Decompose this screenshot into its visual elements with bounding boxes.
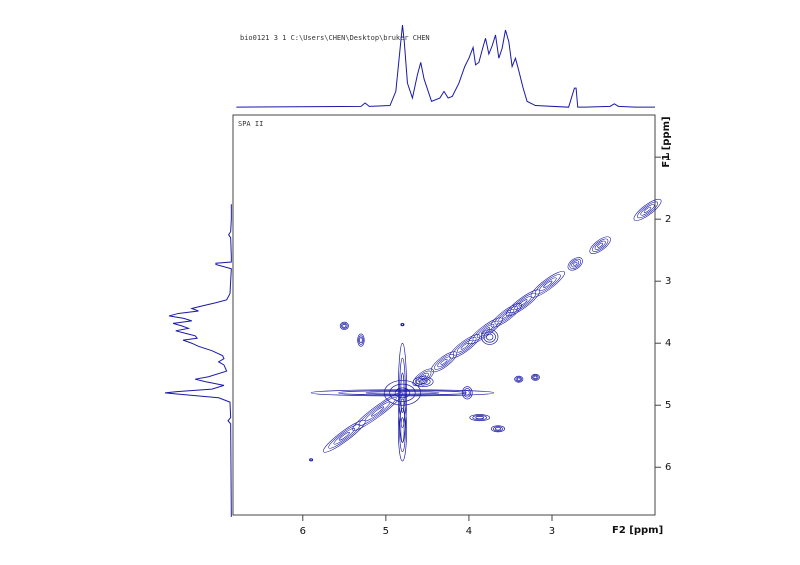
- x-tick-label: 3: [549, 526, 555, 537]
- y-tick-label: 2: [665, 214, 671, 225]
- contour-peak: [514, 375, 524, 383]
- contour-peak: [461, 386, 473, 400]
- diagonal-peak: [412, 368, 434, 387]
- x-axis-label: F2 [ppm]: [612, 525, 663, 536]
- diagonal-peak: [514, 296, 532, 310]
- contour-peak: [310, 389, 495, 397]
- diagonal-peak: [505, 289, 541, 317]
- contour-peak: [463, 388, 472, 398]
- diagonal-peak: [502, 312, 511, 319]
- diagonal-peak: [449, 334, 481, 359]
- diagonal-peak: [460, 343, 469, 350]
- contour-peak: [341, 322, 348, 329]
- diagonal-peak: [589, 236, 611, 254]
- diagonal-peak: [640, 204, 655, 216]
- diagonal-peak: [594, 240, 606, 250]
- diagonal-peak: [567, 257, 583, 271]
- contour-peak: [464, 389, 470, 396]
- diagonal-peak: [481, 327, 491, 335]
- contour-peak: [309, 458, 313, 462]
- y-tick-label: 3: [665, 276, 671, 287]
- contour-peak: [357, 333, 365, 347]
- diagonal-peak: [637, 201, 659, 219]
- contour-peak: [516, 377, 521, 381]
- diagonal-peak: [434, 353, 454, 370]
- diagonal-peak: [498, 309, 515, 322]
- contour-peak: [491, 425, 505, 433]
- diagonal-peak: [571, 260, 580, 268]
- contour-peak: [483, 331, 496, 343]
- contour-peak: [389, 383, 416, 402]
- diagonal-peak: [415, 370, 432, 384]
- diagonal-peak: [370, 406, 385, 417]
- contour-peak: [400, 372, 405, 414]
- diagonal-peak: [456, 340, 473, 353]
- diagonal-peak: [338, 431, 350, 441]
- contour-peak: [342, 324, 347, 328]
- contour-peak: [530, 373, 540, 381]
- contour-peak: [358, 335, 364, 345]
- contour-peak: [515, 376, 523, 382]
- diagonal-peak: [333, 427, 356, 445]
- diagonal-peak: [358, 396, 397, 427]
- diagonal-peak: [440, 358, 448, 365]
- diagonal-peak: [597, 242, 604, 248]
- contour-peak: [494, 427, 502, 431]
- diagonal-peak: [476, 323, 495, 338]
- diagonal-peak: [573, 261, 578, 266]
- plot-frame: [232, 114, 656, 516]
- diagonal-peak: [518, 299, 528, 307]
- contour-peak: [472, 415, 488, 421]
- contour-peak: [415, 377, 431, 386]
- x-tick-label: 6: [300, 526, 306, 537]
- file-header: bio0121 3 1 C:\Users\CHEN\Desktop\bruker…: [240, 34, 430, 42]
- f1-projection: [164, 204, 232, 517]
- diagonal-peak: [417, 372, 429, 382]
- diagonal-peak: [352, 392, 403, 431]
- contour-peak: [481, 329, 499, 345]
- x-tick-label: 4: [466, 526, 472, 537]
- x-tick-label: 5: [383, 526, 389, 537]
- diagonal-peak: [490, 303, 522, 328]
- diagonal-peak: [643, 206, 652, 213]
- contour-peak: [401, 323, 404, 326]
- diagonal-peak: [633, 198, 662, 221]
- contour-peak: [533, 375, 538, 379]
- diagonal-peak: [592, 238, 609, 252]
- y-axis-label: F1 [ppm]: [661, 116, 672, 167]
- y-tick-label: 5: [665, 400, 671, 411]
- diagonal-peak: [420, 374, 427, 380]
- y-tick-label: 4: [665, 338, 671, 349]
- diagonal-peak: [509, 292, 536, 313]
- diagonal-peak: [468, 317, 503, 345]
- diagonal-peak: [569, 258, 582, 269]
- contour-peak: [397, 398, 407, 462]
- contour-peak: [400, 417, 405, 443]
- diagonal-peak: [323, 419, 366, 453]
- diagonal-peak: [494, 306, 519, 325]
- contour-peak: [475, 416, 485, 420]
- y-tick-label: 1: [665, 152, 671, 163]
- y-tick-label: 6: [665, 462, 671, 473]
- diagonal-peak: [328, 423, 361, 449]
- contour-peak: [339, 321, 349, 330]
- diagonal-peak: [430, 351, 458, 373]
- contour-peak: [532, 374, 539, 380]
- diagonal-peak: [543, 280, 553, 288]
- f2-projection: [236, 24, 655, 108]
- diagonal-peak: [437, 356, 451, 368]
- contour-peak: [359, 337, 363, 343]
- plot-title: SPA II: [238, 120, 263, 128]
- contour-peak: [399, 407, 406, 453]
- contour-peak: [383, 380, 422, 406]
- contour-peak: [394, 387, 411, 399]
- contour-peak: [492, 426, 503, 432]
- contour-peak: [469, 414, 491, 422]
- diagonal-peak: [472, 320, 499, 341]
